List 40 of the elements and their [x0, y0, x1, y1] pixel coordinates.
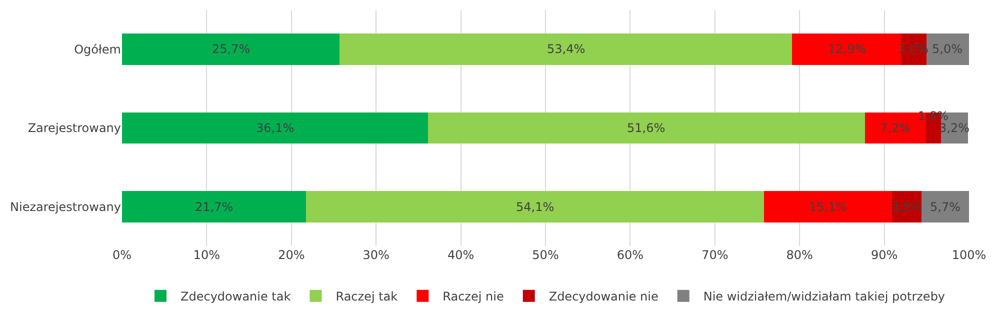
- legend-label: Nie widziałem/widziałam takiej potrzeby: [703, 290, 946, 304]
- legend-label: Raczej nie: [442, 290, 504, 304]
- data-label: 21,7%: [195, 200, 234, 214]
- bar: [922, 190, 969, 222]
- y-tick-label: Zarejestrowany: [28, 121, 121, 136]
- y-tick-label: Ogółem: [74, 42, 121, 57]
- bar: [306, 190, 764, 222]
- legend-label: Raczej tak: [336, 290, 398, 304]
- legend-label: Zdecydowanie tak: [180, 290, 291, 304]
- data-label: 5,0%: [932, 42, 962, 56]
- bar: [122, 34, 340, 66]
- x-tick-label: 70%: [702, 248, 728, 262]
- bar: [926, 34, 969, 66]
- x-tick-label: 20%: [278, 248, 305, 262]
- data-label: 15,1%: [809, 200, 848, 214]
- bar: [122, 112, 428, 144]
- bar: [340, 34, 792, 66]
- data-label: 53,4%: [547, 42, 586, 56]
- data-label: 51,6%: [627, 121, 666, 135]
- data-label: 54,1%: [516, 200, 554, 214]
- data-label: 25,7%: [212, 42, 250, 56]
- x-tick-label: 60%: [616, 248, 644, 262]
- data-label: 5,7%: [930, 200, 960, 214]
- data-label: 12,9%: [828, 42, 866, 56]
- x-tick-label: 10%: [193, 248, 220, 262]
- legend-label: Zdecydowanie nie: [548, 290, 658, 304]
- x-tick-label: 40%: [447, 248, 474, 262]
- y-tick-label: Niezarejestrowany: [10, 200, 121, 214]
- data-label: 3,5%: [891, 200, 922, 214]
- x-tick-label: 0%: [112, 248, 132, 262]
- bar: [428, 112, 865, 144]
- x-tick-label: 100%: [952, 248, 986, 262]
- x-tick-label: 50%: [532, 248, 559, 262]
- x-tick-label: 30%: [362, 248, 390, 262]
- data-label: 36,1%: [256, 121, 294, 135]
- bar: [122, 190, 306, 222]
- x-tick-label: 90%: [870, 248, 898, 262]
- x-tick-label: 80%: [786, 248, 813, 262]
- data-label: 7,2%: [880, 121, 910, 135]
- bar: [764, 190, 892, 222]
